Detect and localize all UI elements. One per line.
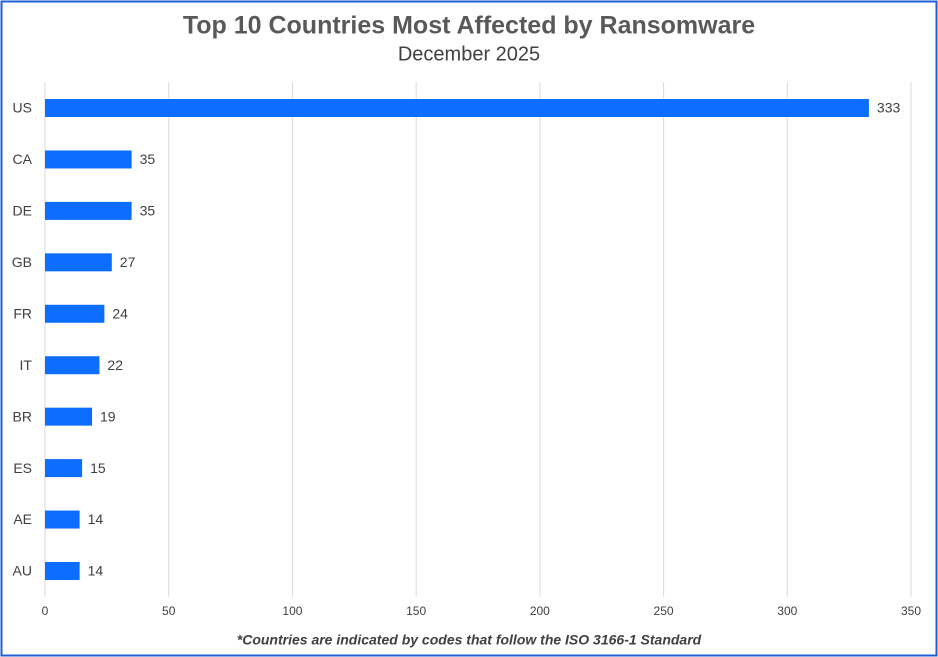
y-tick-label: US bbox=[13, 100, 32, 116]
data-label: 333 bbox=[877, 100, 901, 116]
data-label: 15 bbox=[90, 460, 106, 476]
x-tick-label: 350 bbox=[901, 604, 921, 618]
y-tick-label: ES bbox=[13, 460, 32, 476]
footnote: *Countries are indicated by codes that f… bbox=[237, 632, 702, 648]
x-tick-label: 150 bbox=[406, 604, 426, 618]
y-tick-label: AU bbox=[13, 563, 32, 579]
data-label: 22 bbox=[107, 357, 123, 373]
data-label: 24 bbox=[112, 305, 128, 321]
bar bbox=[45, 459, 83, 478]
x-tick-label: 200 bbox=[530, 604, 550, 618]
bar bbox=[45, 561, 80, 580]
y-tick-label: AE bbox=[13, 511, 32, 527]
data-label: 27 bbox=[120, 254, 136, 270]
bar bbox=[45, 304, 105, 323]
y-tick-label: GB bbox=[12, 254, 32, 270]
bar bbox=[45, 510, 80, 529]
bar bbox=[45, 201, 132, 220]
chart-title: Top 10 Countries Most Affected by Ransom… bbox=[183, 12, 755, 40]
y-tick-label: CA bbox=[13, 151, 33, 167]
bar bbox=[45, 356, 100, 375]
data-label: 35 bbox=[140, 151, 156, 167]
x-tick-label: 300 bbox=[777, 604, 797, 618]
data-label: 19 bbox=[100, 408, 116, 424]
data-label: 35 bbox=[140, 203, 156, 219]
data-label: 14 bbox=[88, 563, 104, 579]
bar bbox=[45, 253, 112, 272]
x-tick-label: 100 bbox=[282, 604, 302, 618]
y-tick-label: BR bbox=[13, 408, 32, 424]
x-tick-label: 0 bbox=[42, 604, 49, 618]
x-tick-label: 250 bbox=[654, 604, 674, 618]
bar bbox=[45, 99, 869, 118]
bar bbox=[45, 150, 132, 169]
chart-subtitle: December 2025 bbox=[398, 43, 540, 65]
y-tick-label: IT bbox=[20, 357, 33, 373]
data-label: 14 bbox=[88, 511, 104, 527]
y-tick-label: FR bbox=[13, 305, 32, 321]
bar bbox=[45, 407, 93, 426]
y-tick-label: DE bbox=[13, 203, 32, 219]
x-tick-label: 50 bbox=[162, 604, 176, 618]
